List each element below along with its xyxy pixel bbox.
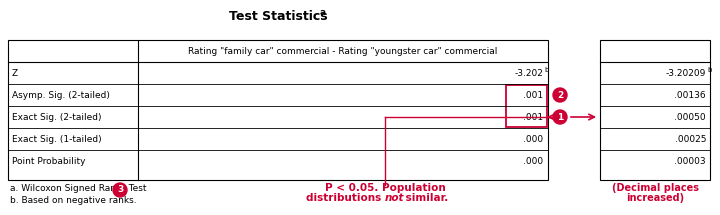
Text: P < 0.05. Population: P < 0.05. Population [325,183,446,193]
Text: similar.: similar. [402,193,449,203]
Text: Test Statistics: Test Statistics [229,10,328,23]
Text: not: not [385,193,405,203]
Text: b: b [707,66,711,72]
Text: -3.20209: -3.20209 [665,69,706,77]
Text: 1: 1 [557,112,563,121]
Text: Exact Sig. (2-tailed): Exact Sig. (2-tailed) [12,112,102,121]
Text: .000: .000 [523,135,543,143]
Text: 2: 2 [557,91,563,100]
Text: Rating "family car" commercial - Rating "youngster car" commercial: Rating "family car" commercial - Rating … [189,46,498,55]
Text: .001: .001 [523,91,543,100]
Text: (Decimal places: (Decimal places [611,183,698,193]
Text: .001: .001 [523,112,543,121]
Text: Z: Z [12,69,18,77]
Text: Exact Sig. (1-tailed): Exact Sig. (1-tailed) [12,135,102,143]
Text: .00050: .00050 [675,112,706,121]
Text: Asymp. Sig. (2-tailed): Asymp. Sig. (2-tailed) [12,91,110,100]
Text: .00136: .00136 [675,91,706,100]
Text: .000: .000 [523,157,543,166]
Text: 3: 3 [117,186,123,195]
Circle shape [553,88,567,102]
Text: Point Probability: Point Probability [12,157,86,166]
Text: -3.202: -3.202 [514,69,543,77]
Text: a. Wilcoxon Signed Ranks Test: a. Wilcoxon Signed Ranks Test [10,184,146,193]
Text: b. Based on negative ranks.: b. Based on negative ranks. [10,196,137,205]
Bar [600,40,710,180]
Circle shape [553,110,567,124]
Text: distributions: distributions [306,193,385,203]
Bar [8,40,548,180]
Text: increased): increased) [626,193,684,203]
Circle shape [113,183,127,197]
Text: .00003: .00003 [675,157,706,166]
Bar [506,85,547,127]
Text: a: a [320,8,326,17]
Text: b: b [544,66,549,72]
Text: .00025: .00025 [675,135,706,143]
